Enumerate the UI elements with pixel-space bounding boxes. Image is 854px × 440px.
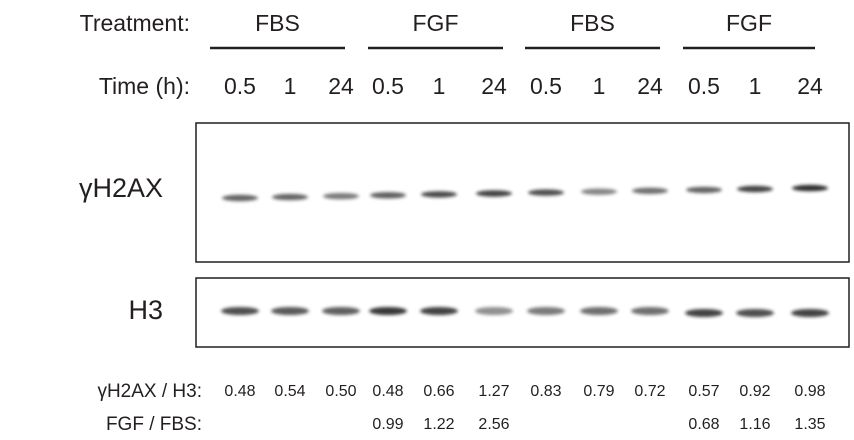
band: [322, 307, 360, 315]
band: [420, 307, 458, 315]
blot-label: γH2AX: [79, 173, 163, 203]
time-label: Time (h):: [99, 73, 190, 99]
ratio-value: 0.72: [634, 383, 665, 400]
time-point: 24: [328, 73, 354, 99]
ratio-value: 0.98: [794, 383, 825, 400]
time-point: 24: [481, 73, 507, 99]
band: [221, 307, 259, 315]
ratio-value: 0.48: [372, 383, 403, 400]
treatment-group: FGF: [413, 10, 459, 36]
time-point: 0.5: [372, 73, 404, 99]
band: [370, 192, 406, 198]
time-point: 24: [637, 73, 663, 99]
treatment-group: FBS: [255, 10, 300, 36]
band: [685, 309, 723, 317]
time-point: 0.5: [224, 73, 256, 99]
ratio-value: 1.35: [794, 416, 825, 433]
time-point: 1: [749, 73, 762, 99]
band: [369, 307, 407, 315]
ratio-value: 0.57: [688, 383, 719, 400]
ratio-value: 0.99: [372, 416, 403, 433]
band: [580, 307, 618, 315]
treatment-label: Treatment:: [80, 10, 190, 36]
band: [631, 307, 669, 315]
time-point: 1: [593, 73, 606, 99]
row-label: γH2AX / H3:: [97, 381, 202, 402]
ratio-value: 0.66: [423, 383, 454, 400]
band: [475, 307, 513, 315]
blot-figure: Treatment: Time (h): γH2AX H3 γH2AX / H3…: [0, 0, 854, 440]
ratio-value: 0.79: [583, 383, 614, 400]
time-point: 1: [284, 73, 297, 99]
band: [737, 186, 773, 192]
ratio-value: 0.50: [325, 383, 356, 400]
band: [736, 309, 774, 317]
ratio-value: 0.48: [224, 383, 255, 400]
band: [792, 185, 828, 191]
band: [581, 189, 617, 195]
ratio-value: 2.56: [478, 416, 509, 433]
band: [632, 188, 668, 194]
blot-label: H3: [128, 295, 163, 325]
time-point: 24: [797, 73, 823, 99]
treatment-group: FGF: [726, 10, 772, 36]
ratio-value: 1.16: [739, 416, 770, 433]
band: [271, 307, 309, 315]
ratio-value: 0.83: [530, 383, 561, 400]
band: [272, 194, 308, 200]
ratio-value: 0.54: [274, 383, 305, 400]
ratio-value: 1.27: [478, 383, 509, 400]
band: [686, 187, 722, 193]
band: [528, 189, 564, 195]
band: [476, 190, 512, 196]
ratio-value: 1.22: [423, 416, 454, 433]
ratio-value: 0.92: [739, 383, 770, 400]
band: [222, 195, 258, 201]
time-point: 0.5: [530, 73, 562, 99]
band: [527, 307, 565, 315]
row-label: FGF / FBS:: [106, 414, 202, 435]
blot-frame: [196, 123, 849, 262]
band: [791, 309, 829, 317]
band: [421, 191, 457, 197]
treatment-group: FBS: [570, 10, 615, 36]
time-point: 1: [433, 73, 446, 99]
band: [323, 193, 359, 199]
ratio-value: 0.68: [688, 416, 719, 433]
time-point: 0.5: [688, 73, 720, 99]
